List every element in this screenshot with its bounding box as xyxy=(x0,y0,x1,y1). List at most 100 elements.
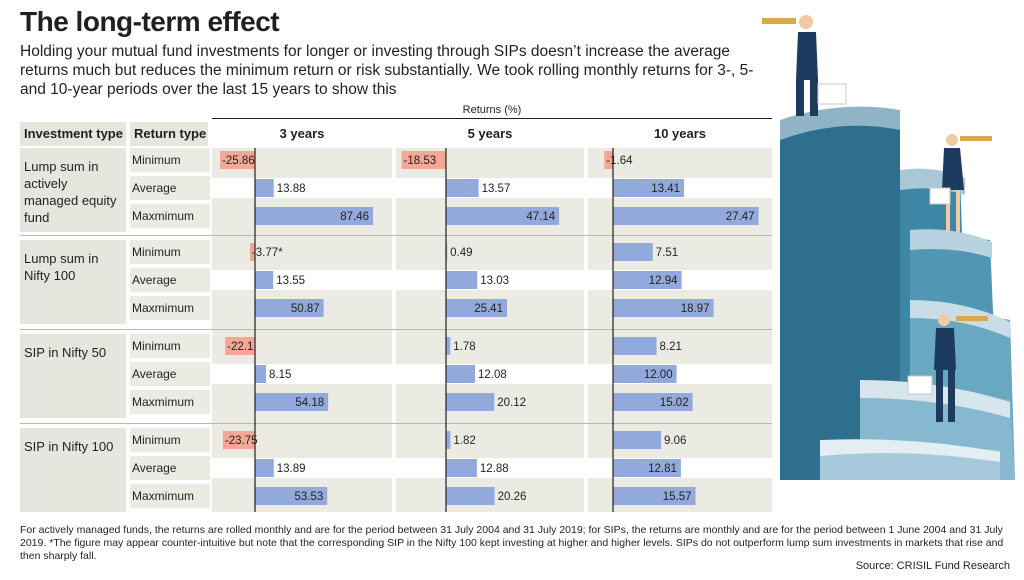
return-bar xyxy=(446,337,451,355)
return-bar xyxy=(446,393,495,411)
value-label: 20.12 xyxy=(497,397,526,409)
value-label: 0.49 xyxy=(450,247,472,259)
return-bar xyxy=(613,243,653,261)
value-label: 9.06 xyxy=(664,435,686,447)
return-bar xyxy=(255,207,374,225)
value-label: 12.08 xyxy=(478,369,507,381)
return-type-label: Average xyxy=(130,268,210,292)
value-label: 50.87 xyxy=(291,303,320,315)
period-header: 3 years xyxy=(279,126,325,141)
return-bar xyxy=(613,459,681,477)
investment-type-label: Lump sum in actively managed equity fund xyxy=(20,148,126,232)
period-header: 10 years xyxy=(653,126,707,141)
value-label: 12.81 xyxy=(648,463,677,475)
value-label: -3.77* xyxy=(252,247,283,259)
value-label: 13.57 xyxy=(482,183,511,195)
return-bar xyxy=(222,431,255,449)
value-label: 27.47 xyxy=(726,211,755,223)
return-bar xyxy=(255,393,329,411)
value-label: 18.97 xyxy=(681,303,710,315)
return-type-label: Maxmimum xyxy=(130,204,210,228)
return-bar xyxy=(249,243,255,261)
businessman-lower-figure xyxy=(907,314,988,422)
spiral-staircase-illustration xyxy=(780,106,1015,480)
value-label: 1.82 xyxy=(453,435,475,447)
value-label: -23.75 xyxy=(225,435,258,447)
return-type-label: Maxmimum xyxy=(130,390,210,414)
return-bar xyxy=(446,207,560,225)
value-label: 53.53 xyxy=(294,491,323,503)
value-label: 25.41 xyxy=(474,303,503,315)
return-bar xyxy=(446,459,477,477)
return-bar xyxy=(613,431,662,449)
value-label: 1.78 xyxy=(453,341,475,353)
return-bar xyxy=(613,337,657,355)
return-bar xyxy=(446,299,507,317)
return-bar xyxy=(255,179,274,197)
return-bar xyxy=(255,271,274,289)
return-type-label: Average xyxy=(130,362,210,386)
group-separator xyxy=(20,423,772,424)
value-label: 13.89 xyxy=(277,463,306,475)
return-bar xyxy=(446,431,451,449)
value-label: -18.53 xyxy=(404,155,437,167)
page-title: The long-term effect xyxy=(20,6,280,37)
return-bar xyxy=(604,151,613,169)
return-bar xyxy=(255,459,274,477)
investment-type-label: SIP in Nifty 100 xyxy=(20,428,126,512)
return-type-label: Maxmimum xyxy=(130,484,210,508)
value-label: 13.41 xyxy=(651,183,680,195)
return-bar xyxy=(446,179,479,197)
return-type-label: Minimum xyxy=(130,240,210,264)
return-bar xyxy=(255,365,267,383)
investment-type-label: SIP in Nifty 50 xyxy=(20,334,126,418)
return-bar xyxy=(446,487,495,505)
value-label: 7.51 xyxy=(656,247,678,259)
group-separator xyxy=(20,329,772,330)
value-label: 47.14 xyxy=(526,211,555,223)
return-bar xyxy=(446,365,475,383)
return-type-label: Average xyxy=(130,176,210,200)
value-label: 8.15 xyxy=(269,369,291,381)
period-header: 5 years xyxy=(467,126,513,141)
value-label: 13.55 xyxy=(276,275,305,287)
value-label: -22.1 xyxy=(227,341,253,353)
return-bar xyxy=(255,487,328,505)
value-label: 20.26 xyxy=(498,491,527,503)
value-label: 15.02 xyxy=(660,397,689,409)
investment-type-label: Lump sum in Nifty 100 xyxy=(20,240,126,324)
return-type-header: Return type xyxy=(130,122,208,146)
return-bar xyxy=(613,299,714,317)
investment-type-header: Investment type xyxy=(20,122,126,146)
return-bar xyxy=(613,365,677,383)
value-label: 87.46 xyxy=(340,211,369,223)
returns-header-rule xyxy=(212,118,772,119)
return-bar xyxy=(401,151,446,169)
value-label: 54.18 xyxy=(295,397,324,409)
value-label: -25.86 xyxy=(222,155,255,167)
subtitle: Holding your mutual fund investments for… xyxy=(20,43,754,98)
return-bar xyxy=(255,299,324,317)
return-bar xyxy=(613,207,759,225)
return-type-label: Minimum xyxy=(130,334,210,358)
value-label: -1.64 xyxy=(606,155,633,167)
value-label: 8.21 xyxy=(660,341,682,353)
value-label: 13.88 xyxy=(277,183,306,195)
telescope-stairs-illustration xyxy=(762,15,1015,480)
value-label: 12.94 xyxy=(649,275,678,287)
return-type-label: Minimum xyxy=(130,148,210,172)
return-bar xyxy=(613,393,693,411)
group-separator xyxy=(20,235,772,236)
return-bar xyxy=(613,271,682,289)
businesswoman-figure xyxy=(929,134,992,232)
return-bar xyxy=(220,151,255,169)
source-note: Source: CRISIL Fund Research xyxy=(855,560,1010,572)
businessman-top-figure xyxy=(762,15,847,116)
return-bar xyxy=(613,487,696,505)
returns-header: Returns (%) xyxy=(462,104,522,116)
return-bar xyxy=(225,337,255,355)
return-bar xyxy=(446,271,478,289)
value-label: 13.03 xyxy=(480,275,509,287)
return-bar xyxy=(613,179,685,197)
